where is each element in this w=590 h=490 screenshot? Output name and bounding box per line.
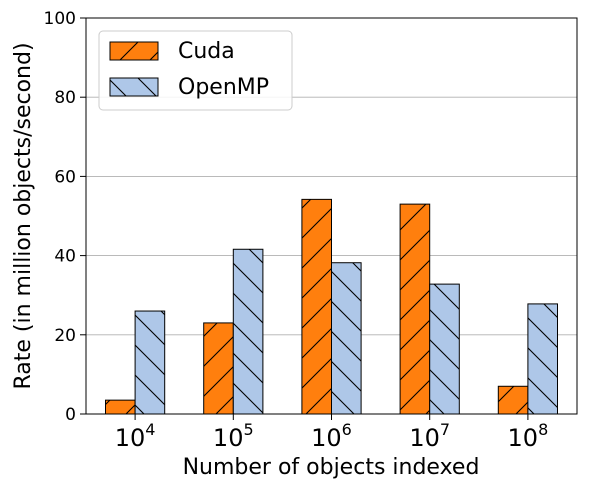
x-tick-label: 105 xyxy=(213,420,254,452)
legend: Cuda OpenMP xyxy=(98,30,293,111)
ticks: 0 20 40 60 80 100 104 105 106 107 108 xyxy=(44,9,549,452)
bar-hatch-cuda xyxy=(399,203,431,415)
x-tick-label: 106 xyxy=(311,420,352,452)
x-tick-label: 108 xyxy=(508,420,549,452)
x-axis-title: Number of objects indexed xyxy=(183,455,480,480)
legend-label-openmp: OpenMP xyxy=(178,75,269,100)
y-tick-label: 60 xyxy=(54,167,76,187)
y-tick-label: 40 xyxy=(54,247,76,267)
bar-hatch-openmp xyxy=(527,303,559,415)
bar-hatch-openmp xyxy=(232,248,264,415)
bar-hatch-cuda xyxy=(497,385,529,415)
bar-hatch-openmp xyxy=(429,283,460,415)
y-axis-title: Rate (in million objects/second) xyxy=(11,42,36,389)
y-tick-label: 0 xyxy=(65,405,76,425)
legend-swatch-cuda-hatch xyxy=(109,41,159,61)
bar-hatch-openmp xyxy=(331,262,362,415)
bar-hatch-cuda xyxy=(105,399,136,415)
bar-hatch-cuda xyxy=(301,198,332,415)
y-tick-label: 80 xyxy=(54,88,76,108)
y-tick-label: 20 xyxy=(54,326,76,346)
legend-label-cuda: Cuda xyxy=(178,39,235,64)
bar-hatch-cuda xyxy=(203,322,234,415)
bar-hatch-openmp xyxy=(134,310,166,415)
x-tick-label: 107 xyxy=(409,420,450,452)
legend-swatch-openmp-hatch xyxy=(109,77,159,97)
x-tick-label: 104 xyxy=(115,420,156,452)
bars xyxy=(105,198,559,415)
y-tick-label: 100 xyxy=(44,9,76,29)
